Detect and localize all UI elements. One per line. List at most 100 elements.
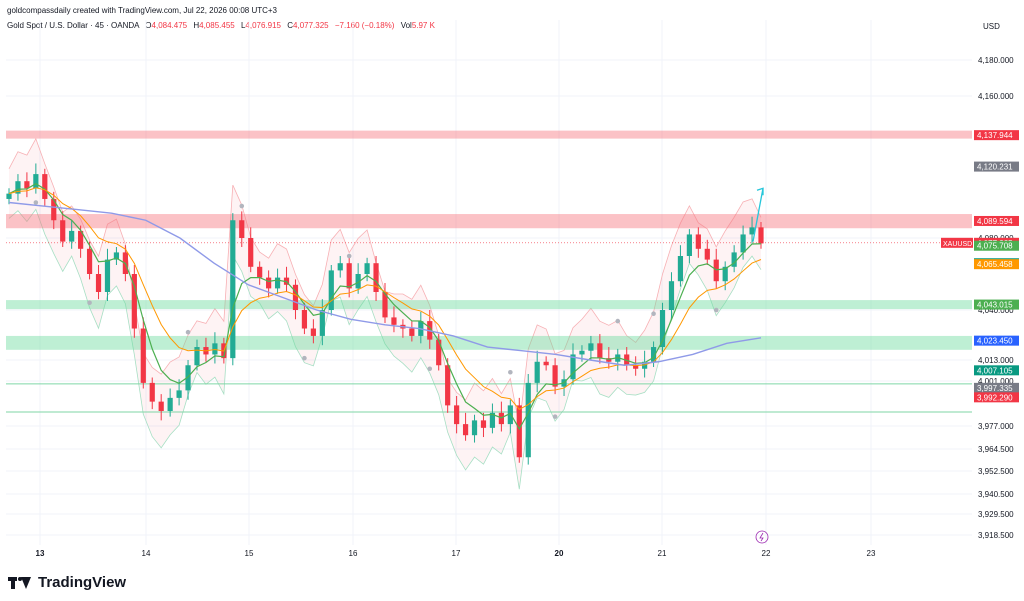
- price-tag-label: 4,007.105: [977, 366, 1013, 375]
- symbol-title: Gold Spot / U.S. Dollar · 45 · OANDA: [7, 21, 140, 30]
- creator-line: goldcompassdaily created with TradingVie…: [7, 6, 278, 15]
- candle-body: [391, 317, 397, 325]
- tradingview-logo[interactable]: TradingView: [8, 574, 126, 591]
- price-tag-label: 4,065.458: [977, 260, 1013, 269]
- ohlc-low-value: 4,076.915: [245, 21, 281, 30]
- signal-dot: [427, 366, 433, 372]
- x-tick-label: 15: [245, 549, 254, 558]
- candle-body: [60, 220, 66, 242]
- candle-body: [292, 284, 299, 310]
- candle-body: [355, 274, 361, 289]
- price-tag-label: 3,997.335: [977, 384, 1013, 393]
- signal-dot: [508, 369, 513, 375]
- candle-body: [346, 263, 352, 289]
- candle-body: [686, 234, 692, 256]
- support-zone: [6, 335, 972, 350]
- ohlc-high-key: H: [193, 21, 200, 30]
- ema-slow-line: [8, 187, 762, 411]
- y-tick-label: 4,180.000: [978, 56, 1014, 65]
- candle-body: [230, 220, 236, 359]
- candle-body: [507, 405, 513, 425]
- price-tag: [974, 299, 1019, 310]
- price-tag: [974, 240, 1019, 251]
- tradingview-logo-icon: [8, 576, 32, 589]
- candle-body: [51, 198, 57, 221]
- signal-dot: [87, 300, 92, 306]
- candle-body: [95, 274, 102, 292]
- signal-dot: [651, 311, 656, 317]
- y-tick-label: 4,040.000: [978, 306, 1014, 315]
- candle-body: [704, 248, 710, 260]
- candle-body: [722, 266, 728, 282]
- price-tag-label: 4,089.594: [977, 217, 1013, 226]
- ohlc-low-key: L: [240, 21, 246, 30]
- candle-body: [274, 277, 281, 289]
- candle-body: [248, 238, 254, 267]
- ohlc-close-key: C: [287, 21, 294, 30]
- ohlc-open-key: O: [145, 21, 152, 30]
- price-tag: [974, 161, 1019, 172]
- sma-line: [8, 201, 762, 366]
- candle-body: [498, 412, 504, 425]
- signal-dot: [185, 329, 191, 335]
- candle-body: [33, 174, 39, 189]
- candle-body: [382, 292, 388, 318]
- price-tag: [974, 259, 1019, 270]
- x-tick-label: 16: [349, 549, 358, 558]
- candle-body: [185, 365, 191, 391]
- bollinger-lower-line: [8, 208, 762, 490]
- price-tag: [974, 392, 1019, 403]
- price-tag: [974, 365, 1019, 376]
- resistance-zone: [6, 130, 972, 139]
- symbol-tag-label: XAUUSD: [943, 241, 972, 248]
- candle-body: [543, 361, 549, 366]
- candle-body: [480, 420, 487, 428]
- change-value: −7.160 (−0.18%): [334, 21, 395, 30]
- candle-body: [212, 343, 218, 355]
- candle-body: [337, 263, 343, 271]
- signal-dot: [239, 203, 245, 209]
- candle-body: [113, 252, 120, 260]
- candle-body: [659, 310, 666, 348]
- candle-body: [471, 420, 478, 436]
- symbol-tag: [941, 237, 973, 248]
- volume-value: 5.97 K: [411, 21, 435, 30]
- resistance-zone: [6, 214, 972, 229]
- y-axis-currency: USD: [983, 22, 1000, 31]
- price-tag: [974, 335, 1019, 346]
- x-tick-label: 20: [555, 549, 564, 558]
- events-icon: [755, 530, 769, 544]
- brand-name: TradingView: [38, 574, 127, 591]
- ema-fast-line: [8, 183, 762, 431]
- ohlc-open-value: 4,084.475: [151, 21, 188, 30]
- candle-body: [731, 252, 737, 267]
- y-tick-label: 4,160.000: [978, 92, 1014, 101]
- candle-body: [364, 263, 370, 274]
- candle-body: [78, 230, 84, 249]
- symbol-legend[interactable]: Gold Spot / U.S. Dollar · 45 · OANDA O4,…: [7, 21, 435, 30]
- candle-body: [597, 343, 603, 359]
- y-tick-label: 3,918.500: [978, 531, 1014, 540]
- candle-body: [86, 248, 93, 274]
- signal-dot: [302, 355, 307, 361]
- candle-body: [436, 339, 442, 366]
- y-tick-label: 3,964.500: [978, 445, 1014, 454]
- price-tag-label: 4,120.231: [977, 163, 1013, 172]
- y-tick-label: 3,952.500: [978, 467, 1014, 476]
- candle-body: [239, 220, 245, 238]
- candle-body: [606, 358, 612, 362]
- ohlc-high-value: 4,085.455: [199, 21, 235, 30]
- candle-body: [310, 328, 316, 336]
- x-tick-label: 13: [36, 549, 45, 558]
- candle-body: [6, 193, 12, 199]
- candle-body: [257, 266, 263, 278]
- candle-body: [373, 263, 379, 292]
- candle-body: [758, 227, 764, 244]
- candle-body: [489, 412, 496, 428]
- volume-key: Vol: [400, 21, 412, 30]
- candle-body: [552, 365, 558, 387]
- candle-body: [319, 310, 325, 336]
- candle-body: [176, 390, 182, 398]
- candle-body: [633, 365, 639, 369]
